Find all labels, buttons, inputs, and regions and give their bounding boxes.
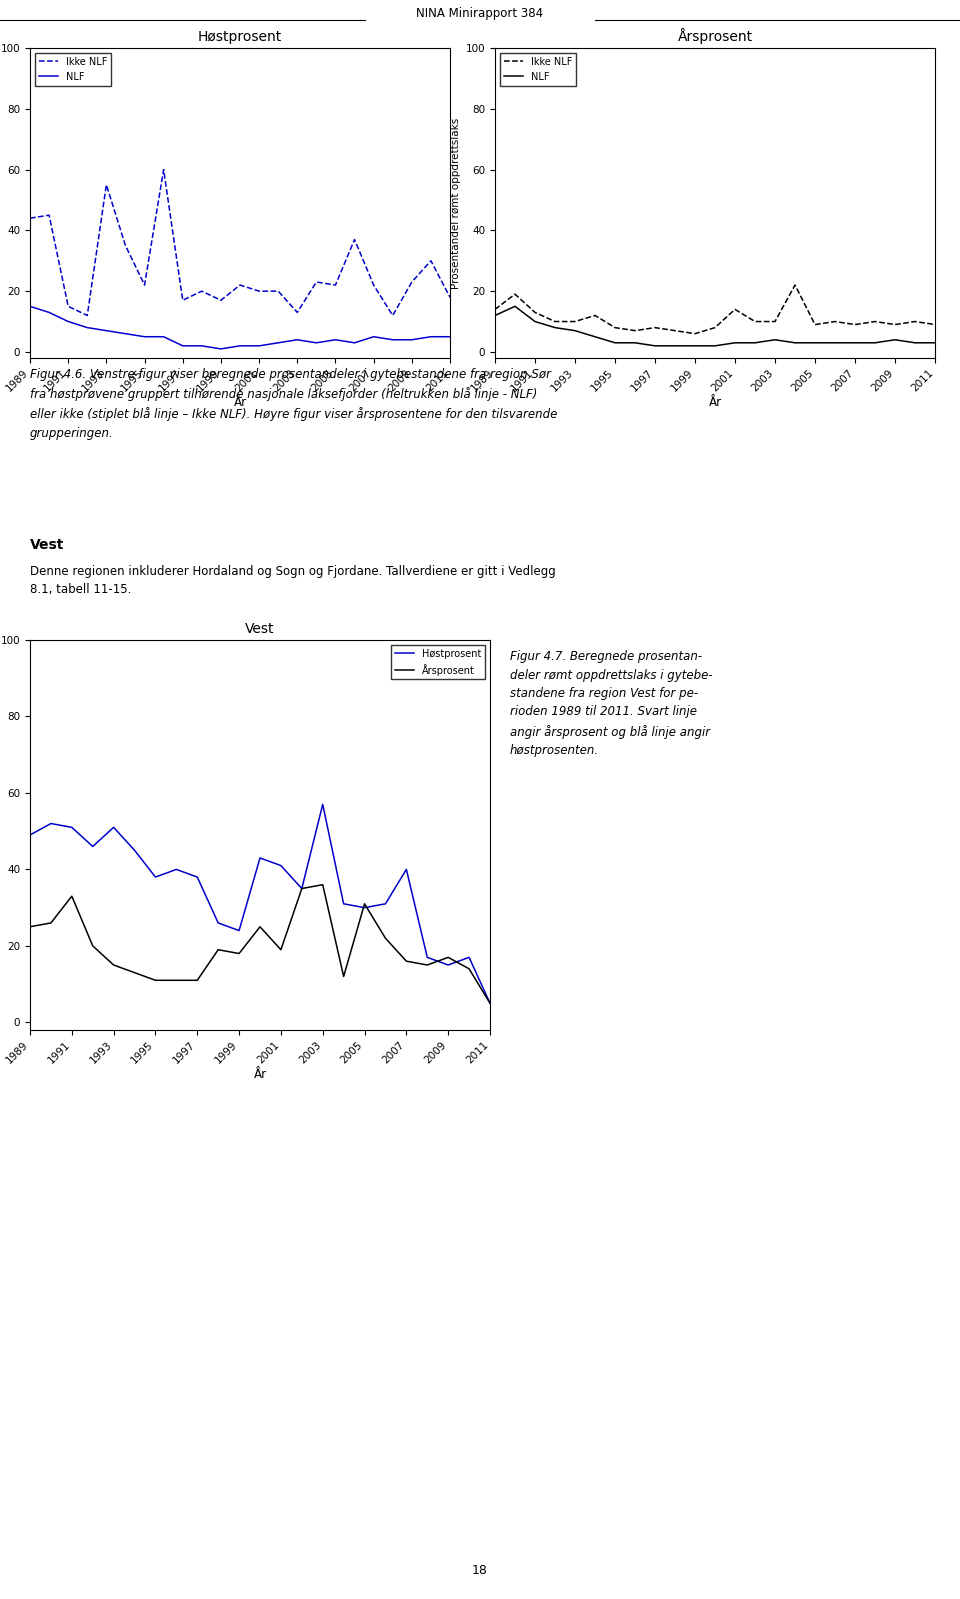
Legend: Høstprosent, Årsprosent: Høstprosent, Årsprosent [391,644,485,680]
Text: Figur 4.6. Venstre figur viser beregnede prosentandeler i gytebestandene fra reg: Figur 4.6. Venstre figur viser beregnede… [30,368,558,440]
Text: 18: 18 [472,1564,488,1577]
Text: Denne regionen inkluderer Hordaland og Sogn og Fjordane. Tallverdiene er gitt i : Denne regionen inkluderer Hordaland og S… [30,564,556,596]
Text: Vest: Vest [245,622,275,636]
Legend: Ikke NLF, NLF: Ikke NLF, NLF [35,53,111,85]
Y-axis label: Prosentandel rømt oppdrettslaks: Prosentandel rømt oppdrettslaks [451,117,462,289]
Text: Figur 4.7. Beregnede prosentan-
deler rømt oppdrettslaks i gytebe-
standene fra : Figur 4.7. Beregnede prosentan- deler rø… [510,651,712,756]
Title: Høstprosent: Høstprosent [198,30,282,45]
X-axis label: År: År [708,397,722,409]
X-axis label: År: År [253,1068,267,1081]
Text: NINA Minirapport 384: NINA Minirapport 384 [417,8,543,21]
Text: Vest: Vest [30,537,64,552]
Legend: Ikke NLF, NLF: Ikke NLF, NLF [500,53,576,85]
Title: Årsprosent: Årsprosent [678,29,753,45]
X-axis label: År: År [233,397,247,409]
